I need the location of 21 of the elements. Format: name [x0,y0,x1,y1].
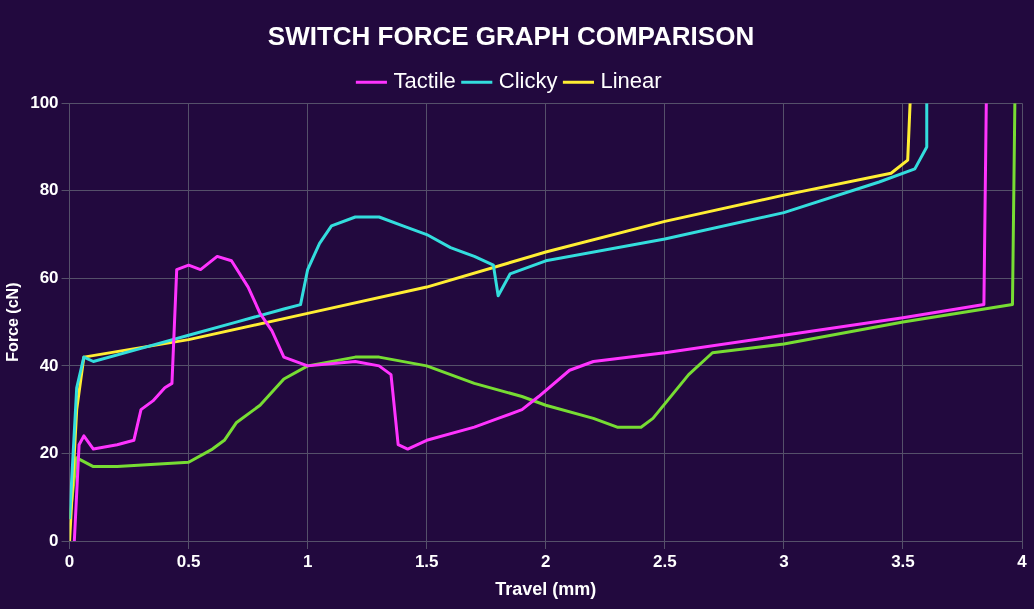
x-tick-label: 3 [779,551,789,571]
y-axis-title: Force (cN) [4,282,22,362]
y-tick-label: 80 [39,180,59,200]
y-tick-label: 40 [39,355,59,375]
y-tick-label: 20 [39,443,59,463]
x-tick-label: 1.5 [414,551,439,571]
x-tick-label: 0.5 [176,551,201,571]
x-tick-label: 2 [541,551,551,571]
y-tick-label: 100 [30,92,59,112]
chart-title: SWITCH FORCE GRAPH COMPARISON [267,20,755,51]
x-tick-label: 0 [64,551,75,571]
x-tick-label: 1 [302,551,313,571]
legend-label: Linear [600,68,662,94]
x-tick-label: 4 [1017,551,1028,571]
legend-label: Tactile [393,68,456,94]
y-tick-label: 60 [39,268,59,288]
x-axis-title: Travel (mm) [495,579,597,600]
x-tick-label: 3.5 [891,551,915,571]
y-tick-label: 0 [49,530,59,550]
legend-label: Clicky [498,68,558,94]
x-tick-label: 2.5 [653,551,677,571]
